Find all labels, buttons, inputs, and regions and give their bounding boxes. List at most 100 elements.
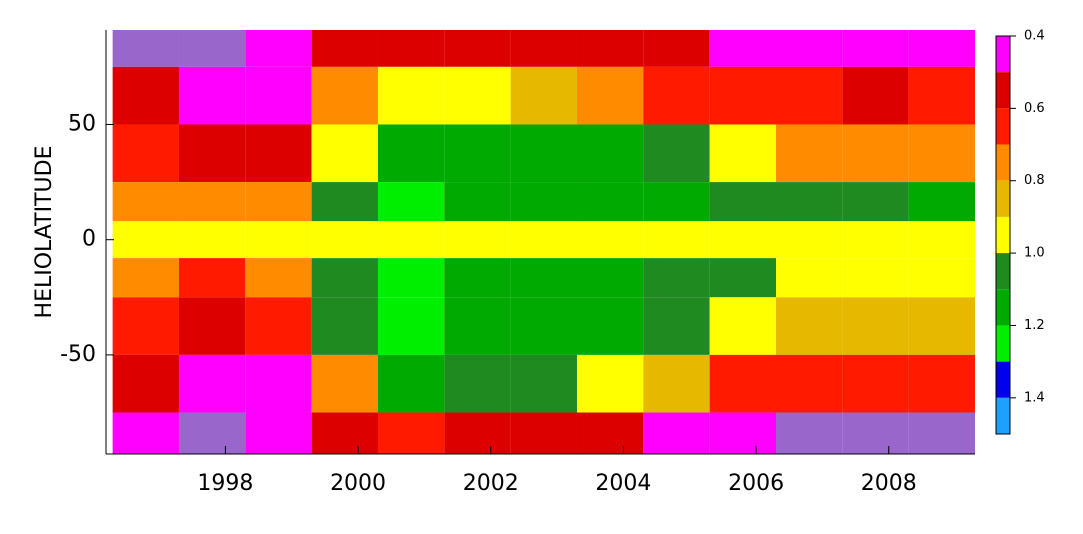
heatmap-cell — [377, 221, 445, 259]
heatmap-cell — [775, 258, 843, 298]
colorbar-swatch — [996, 108, 1010, 145]
heatmap-cell — [908, 412, 975, 454]
heatmap-cell — [311, 297, 378, 355]
heatmap-cell — [842, 297, 909, 355]
x-tick-label: 2004 — [595, 471, 651, 496]
heatmap-cell — [178, 297, 246, 355]
heatmap-cell — [245, 412, 312, 454]
heatmap-cell — [311, 182, 378, 222]
heatmap-cell — [709, 182, 776, 222]
heatmap-cell — [842, 412, 909, 454]
heatmap-cell — [510, 66, 577, 125]
heatmap-cell — [576, 66, 644, 125]
heatmap-cell — [775, 354, 843, 413]
heatmap-cell — [377, 412, 445, 454]
heatmap-cell — [576, 297, 644, 355]
heatmap-cell — [112, 124, 179, 183]
heatmap-cell — [444, 182, 511, 222]
heatmap-cell — [643, 221, 710, 259]
colorbar-swatch — [996, 361, 1010, 398]
heatmap-cell — [709, 412, 776, 454]
heatmap-cell — [112, 297, 179, 355]
colorbar-swatch — [996, 397, 1010, 434]
heatmap-cell — [245, 354, 312, 413]
heatmap-cell — [245, 258, 312, 298]
heatmap-cell — [709, 354, 776, 413]
x-tick-label: 2006 — [728, 471, 784, 496]
x-tick-label: 2002 — [463, 471, 519, 496]
heatmap-cell — [842, 258, 909, 298]
heatmap-cell — [775, 182, 843, 222]
colorbar-swatch — [996, 325, 1010, 362]
heatmap-cell — [311, 354, 378, 413]
heatmap-cell — [576, 412, 644, 454]
heatmap-cell — [377, 182, 445, 222]
heatmap-cell — [444, 30, 511, 67]
colorbar-tick-label: 0.8 — [1024, 173, 1045, 188]
heatmap-cell — [444, 297, 511, 355]
heatmap-cell — [311, 221, 378, 259]
heatmap-cell — [643, 124, 710, 183]
heatmap-cell — [775, 30, 843, 67]
heatmap-cell — [377, 258, 445, 298]
colorbar-swatch — [996, 180, 1010, 217]
heatmap-cell — [245, 30, 312, 67]
heatmap-cell — [908, 30, 975, 67]
heatmap-cell — [444, 66, 511, 125]
heatmap-cell — [112, 30, 179, 67]
heatmap-cell — [908, 258, 975, 298]
x-tick-label: 2008 — [861, 471, 917, 496]
heatmap-cell — [842, 182, 909, 222]
heatmap-cell — [112, 412, 179, 454]
heatmap-cell — [245, 182, 312, 222]
colorbar-tick-label: 1.2 — [1024, 318, 1045, 333]
heatmap-cell — [908, 182, 975, 222]
heatmap-cell — [908, 354, 975, 413]
heatmap-cell — [178, 221, 246, 259]
heatmap-cell — [178, 354, 246, 413]
colorbar-tick-label: 1.4 — [1024, 390, 1045, 405]
heatmap-cell — [775, 221, 843, 259]
heatmap-cell — [178, 182, 246, 222]
heatmap-cell — [444, 221, 511, 259]
heatmap-cell — [510, 297, 577, 355]
heatmap-cell — [576, 182, 644, 222]
heatmap-cell — [510, 30, 577, 67]
heatmap-cell — [112, 66, 179, 125]
heatmap-cell — [510, 124, 577, 183]
colorbar-tick-label: 1.0 — [1024, 246, 1045, 261]
colorbar-swatch — [996, 216, 1010, 254]
heatmap-cell — [709, 221, 776, 259]
heatmap-cell — [311, 412, 378, 454]
colorbar-swatch — [996, 144, 1010, 181]
colorbar-tick-label: 0.4 — [1024, 29, 1045, 44]
heatmap-cell — [311, 258, 378, 298]
heatmap-cell — [643, 412, 710, 454]
x-tick-label: 2000 — [330, 471, 386, 496]
heatmap-cell — [709, 258, 776, 298]
heatmap-cell — [510, 354, 577, 413]
colorbar-tick-label: 0.6 — [1024, 101, 1045, 116]
heatmap-cell — [643, 182, 710, 222]
heatmap-cell — [709, 297, 776, 355]
heatmap-cell — [842, 66, 909, 125]
heatmap-cell — [908, 297, 975, 355]
heatmap-cell — [178, 30, 246, 67]
heatmap-cell — [576, 30, 644, 67]
heatmap-cell — [112, 221, 179, 259]
y-axis-label: HELIOLATITUDE — [32, 146, 57, 319]
heatmap-cell — [842, 221, 909, 259]
heatmap-cell — [510, 258, 577, 298]
x-tick-label: 1998 — [197, 471, 253, 496]
heatmap-cell — [444, 124, 511, 183]
heatmap-cell — [377, 354, 445, 413]
heatmap-cell — [112, 182, 179, 222]
heatmap-cell — [775, 124, 843, 183]
heatmap-cell — [245, 297, 312, 355]
colorbar-swatch — [996, 253, 1010, 290]
colorbar-swatch — [996, 72, 1010, 109]
heatmap-cell — [709, 66, 776, 125]
heatmap-cell — [377, 297, 445, 355]
heatmap-cell — [245, 221, 312, 259]
